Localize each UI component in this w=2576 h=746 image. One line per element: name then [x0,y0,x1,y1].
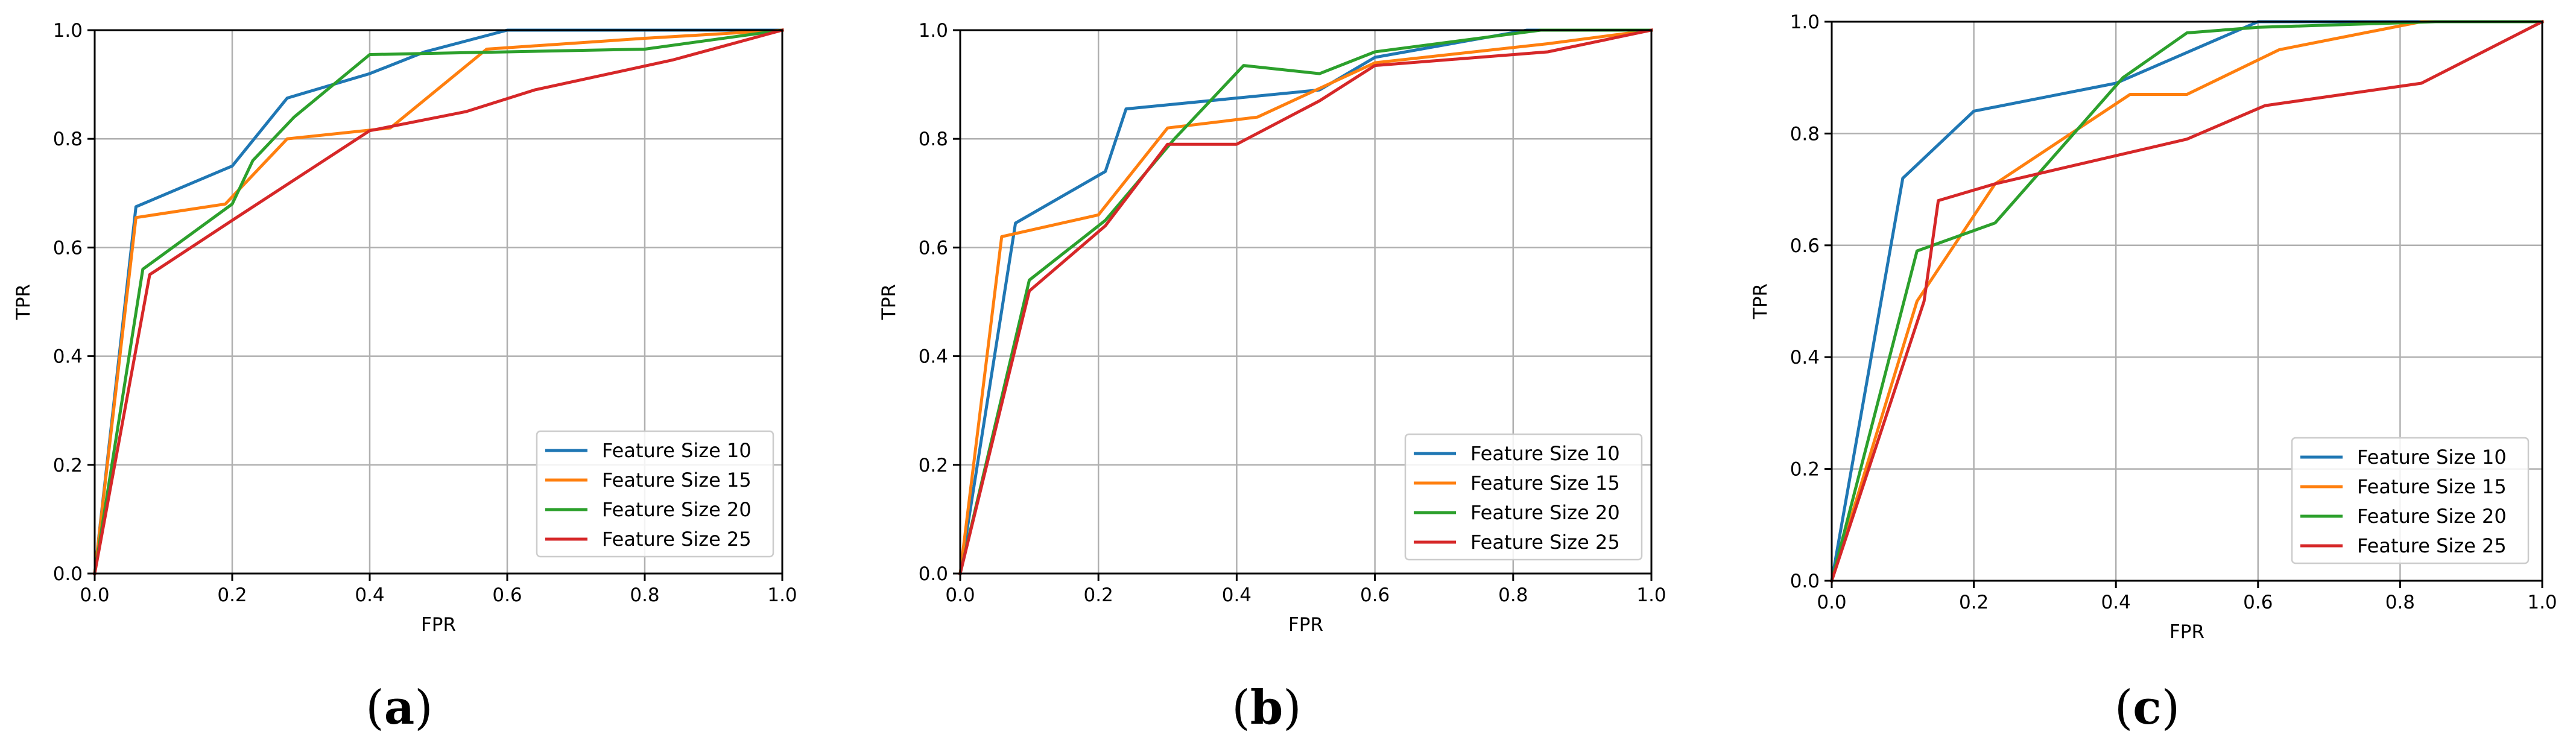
y-tick-label: 0.6 [1790,235,1820,257]
x-tick-label: 0.2 [217,584,247,606]
y-tick-label: 0.6 [919,237,948,259]
y-tick-label: 0.2 [919,455,948,476]
panel-label-a: (a) [366,680,432,735]
axes-frame [1831,21,2543,582]
y-tick-label: 0.8 [53,128,83,150]
series-line-2 [93,28,784,575]
series-line-2 [1829,20,2544,583]
x-tick-label: 1.0 [2527,592,2557,613]
x-tick-label: 0.0 [1817,592,1846,613]
legend-label: Feature Size 20 [602,498,752,521]
legend-label: Feature Size 15 [602,469,752,492]
x-tick-label: 0.0 [80,584,109,606]
series-line-2 [958,28,1653,575]
x-tick-label: 0.4 [2101,592,2131,613]
series-line-4 [958,28,1653,576]
legend-box [1404,433,1643,561]
legend-label: Feature Size 20 [2357,505,2507,528]
y-tick-label: 0.2 [1790,459,1820,481]
legend: Feature Size 10 Feature Size 15 Feature Si… [2291,437,2530,564]
legend-label: Feature Size 25 [2357,534,2507,557]
y-tick-label: 0.8 [1790,123,1820,145]
legend-label: Feature Size 10 [1470,442,1620,465]
x-tick-label: 0.0 [945,584,975,606]
y-axis-label: TPR [878,284,900,320]
x-tick-label: 0.2 [1084,584,1113,606]
x-axis-label: FPR [421,614,456,636]
x-tick-label: 0.6 [1360,584,1390,606]
series-line-3 [1829,20,2544,583]
series-line-3 [958,28,1653,576]
x-tick-label: 0.2 [1959,592,1989,613]
y-tick-label: 1.0 [1790,11,1820,33]
x-tick-label: 1.0 [1636,584,1666,606]
legend-label: Feature Size 20 [1470,501,1620,524]
y-axis-label: TPR [13,284,34,320]
x-tick-label: 0.4 [1222,584,1252,606]
y-tick-label: 1.0 [53,20,83,42]
legend: Feature Size 10 Feature Size 15 Feature Si… [1404,433,1643,561]
chart-panel-c: 0.0 0.2 0.4 0.6 0.8 1.0 0.0 0.2 0.4 0.6 0.8 1.0 FPR T… [1750,11,2557,643]
panel-label-c: (c) [2115,680,2180,735]
series-line-4 [1829,19,2545,583]
y-tick-label: 0.4 [1790,347,1820,368]
y-axis-label: TPR [1750,283,1771,320]
y-tick-label: 0.6 [53,237,83,259]
legend-box [2291,437,2530,564]
axes-frame [93,29,783,575]
legend-label: Feature Size 10 [2357,446,2507,469]
x-tick-label: 0.8 [630,584,659,606]
x-tick-label: 0.6 [2243,592,2273,613]
y-tick-label: 0.4 [53,346,83,368]
legend-label: Feature Size 15 [2357,475,2507,498]
y-tick-label: 1.0 [919,20,948,42]
legend-label: Feature Size 25 [602,528,752,551]
x-tick-label: 1.0 [767,584,797,606]
panel-label-b: (b) [1232,680,1301,735]
x-tick-label: 0.6 [492,584,522,606]
chart-panel-b: 0.0 0.2 0.4 0.6 0.8 1.0 0.0 0.2 0.4 0.6 0.8 1.0 FPR T… [878,20,1666,636]
series-line-4 [93,28,785,575]
x-axis-label: FPR [2169,621,2204,643]
y-tick-label: 0.4 [919,346,948,368]
series-line-1 [93,28,784,575]
x-axis-label: FPR [1288,614,1323,636]
legend-box [536,430,774,558]
legend-label: Feature Size 10 [602,439,752,462]
x-tick-label: 0.4 [355,584,384,606]
x-tick-label: 0.8 [2385,592,2415,613]
y-tick-label: 0.0 [919,563,948,585]
series-line-3 [93,28,784,575]
axes-frame [959,29,1653,575]
chart-panel-a: 0.0 0.2 0.4 0.6 0.8 1.0 0.0 0.2 0.4 0.6 0.8 1.0 FPR T… [13,20,797,636]
y-tick-label: 0.2 [53,455,83,476]
legend: Feature Size 10 Feature Size 15 Feature Si… [536,430,774,558]
legend-label: Feature Size 15 [1470,472,1620,495]
legend-label: Feature Size 25 [1470,531,1620,554]
y-tick-label: 0.0 [1790,571,1820,592]
y-tick-label: 0.8 [919,128,948,150]
y-tick-label: 0.0 [53,563,83,585]
x-tick-label: 0.8 [1498,584,1528,606]
